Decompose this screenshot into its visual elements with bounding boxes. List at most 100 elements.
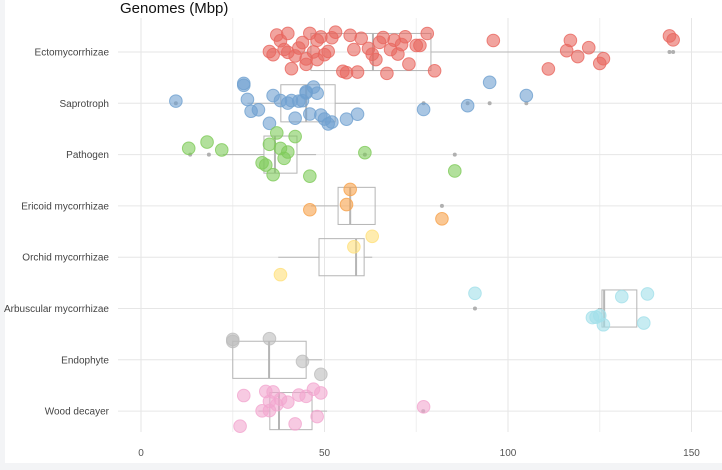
outlier-point — [671, 50, 676, 54]
data-point — [225, 334, 240, 349]
category-label: Arbuscular mycorrhizae — [4, 304, 109, 315]
chart-title: Genomes (Mbp) — [120, 0, 229, 17]
data-point — [369, 52, 383, 67]
data-point — [258, 158, 273, 172]
data-point — [310, 409, 324, 424]
data-point — [581, 40, 596, 55]
data-point — [295, 354, 310, 369]
data-point — [325, 115, 339, 129]
x-tick-label: 150 — [683, 448, 700, 459]
data-point — [269, 126, 284, 140]
series-ericoid-mycorrhizae — [303, 182, 449, 226]
series-ectomycorrhizae — [262, 25, 680, 81]
data-point — [284, 61, 299, 76]
series-endophyte — [225, 331, 328, 382]
outlier-point — [206, 152, 211, 157]
data-point — [281, 395, 295, 409]
category-label: Wood decayer — [45, 407, 110, 418]
data-point — [266, 47, 280, 62]
data-point — [233, 419, 247, 434]
bottom-edge — [0, 463, 722, 470]
data-point — [303, 202, 317, 217]
outlier-point — [487, 101, 492, 106]
data-point — [288, 129, 302, 144]
outlier-point — [472, 306, 477, 311]
data-point — [169, 94, 183, 108]
data-point — [482, 75, 497, 90]
data-point — [236, 388, 251, 403]
data-point — [251, 102, 266, 117]
outlier-point — [524, 101, 529, 106]
data-point — [214, 143, 229, 157]
data-point — [281, 26, 295, 41]
data-point — [402, 57, 416, 71]
category-label: Ectomycorrhizae — [35, 48, 110, 59]
data-point — [266, 167, 280, 182]
data-point — [310, 86, 324, 100]
data-point — [596, 317, 611, 332]
data-point — [468, 286, 482, 301]
data-point — [420, 26, 435, 41]
outlier-point — [452, 152, 457, 157]
x-tick-label: 100 — [500, 448, 517, 459]
data-point — [486, 33, 501, 48]
data-point — [262, 116, 277, 131]
x-tick-label: 50 — [319, 448, 331, 459]
data-point — [541, 62, 556, 76]
category-label: Pathogen — [66, 150, 109, 161]
data-point — [365, 229, 380, 244]
data-point — [416, 400, 431, 414]
data-point — [295, 35, 310, 50]
data-point — [288, 417, 302, 431]
series-wood-decayer — [233, 382, 431, 434]
data-point — [614, 289, 629, 304]
data-point — [398, 29, 413, 44]
data-point — [380, 66, 394, 81]
data-point — [328, 25, 343, 40]
data-point — [240, 92, 255, 107]
data-point — [447, 164, 462, 178]
data-point — [339, 197, 354, 212]
outlier-point — [667, 50, 672, 54]
data-point — [666, 33, 680, 47]
data-point — [273, 267, 288, 282]
data-point — [314, 386, 328, 400]
outlier-point — [439, 203, 444, 208]
data-point — [347, 42, 361, 57]
data-point — [354, 31, 369, 46]
left-edge — [0, 0, 5, 470]
data-point — [350, 65, 365, 79]
data-point — [596, 51, 611, 66]
category-label: Saprotroph — [60, 99, 109, 110]
data-point — [262, 331, 277, 346]
data-point — [236, 76, 251, 91]
series-arbuscular-mycorrhizae — [468, 286, 655, 332]
data-point — [314, 367, 328, 382]
series-saprotroph — [169, 75, 534, 131]
data-point — [636, 316, 651, 330]
data-point — [376, 30, 391, 45]
data-point — [570, 49, 585, 64]
data-point — [347, 240, 361, 254]
category-label: Endophyte — [61, 355, 109, 366]
data-point — [640, 287, 655, 301]
category-label: Orchid mycorrhizae — [22, 253, 109, 264]
box — [318, 238, 365, 277]
data-point — [339, 112, 354, 126]
data-point — [358, 145, 372, 160]
data-point — [435, 212, 449, 226]
box — [601, 289, 638, 328]
data-point — [563, 33, 578, 48]
series-orchid-mycorrhizae — [273, 229, 380, 282]
data-point — [200, 135, 214, 149]
data-point — [181, 141, 196, 156]
data-point — [416, 102, 431, 117]
x-tick-label: 0 — [138, 448, 144, 459]
data-point — [281, 145, 295, 159]
category-label: Ericoid mycorrhizae — [21, 201, 109, 212]
data-point — [321, 44, 335, 59]
data-point — [427, 63, 442, 78]
data-point — [350, 107, 365, 121]
data-point — [288, 111, 302, 125]
